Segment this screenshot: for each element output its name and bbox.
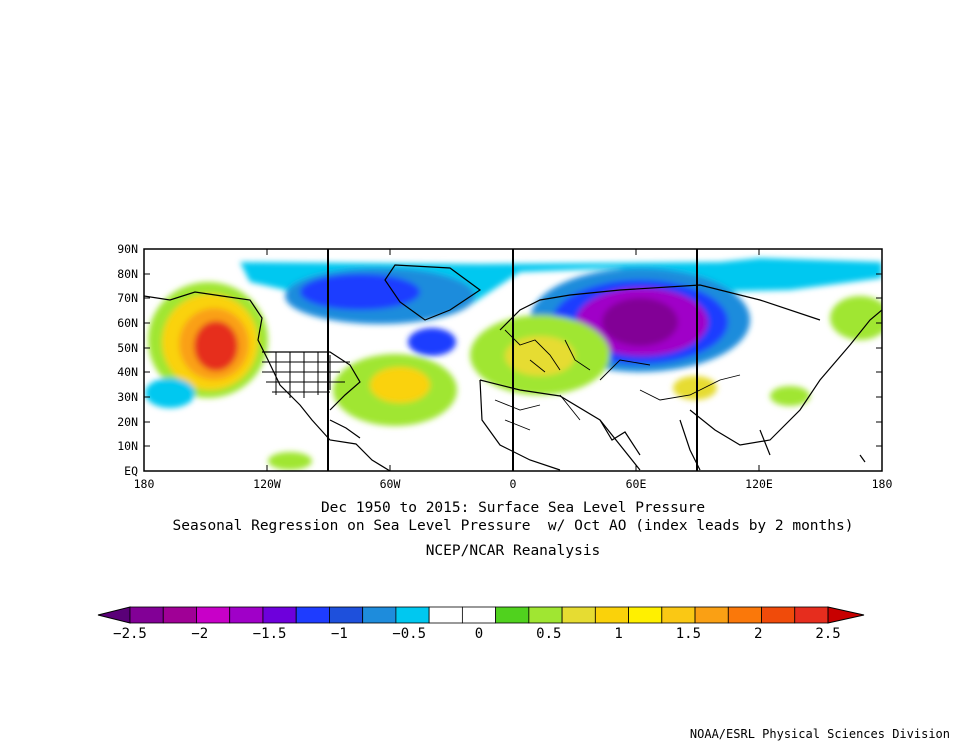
colorbar-swatch bbox=[561, 606, 596, 624]
colorbar-swatch bbox=[262, 606, 297, 624]
credit-text: NOAA/ESRL Physical Sciences Division bbox=[690, 727, 950, 741]
lon-label-0: 0 bbox=[510, 477, 517, 491]
country-boundaries bbox=[494, 329, 741, 431]
lon-label-60e: 60E bbox=[626, 477, 647, 491]
lat-label-30n: 30N bbox=[117, 390, 138, 404]
lat-label-60n: 60N bbox=[117, 316, 138, 330]
colorbar-swatch bbox=[129, 606, 164, 624]
colorbar-label: −1 bbox=[331, 626, 348, 642]
lon-label-180-right: 180 bbox=[872, 477, 893, 491]
pacific-high-core bbox=[194, 321, 238, 371]
title-line-2: Seasonal Regression on Sea Level Pressur… bbox=[173, 518, 854, 534]
colorbar-swatch bbox=[461, 606, 497, 624]
siberian-low-core bbox=[602, 298, 678, 346]
colorbar-swatch bbox=[495, 606, 530, 624]
colorbar-swatch bbox=[295, 606, 330, 624]
colorbar-swatch bbox=[761, 606, 796, 624]
colorbar-label: −2.5 bbox=[113, 626, 147, 642]
colorbar-swatch bbox=[727, 606, 762, 624]
colorbar-swatch bbox=[362, 606, 397, 624]
colorbar-label: −1.5 bbox=[253, 626, 287, 642]
colorbar-swatch bbox=[628, 606, 663, 624]
colorbar-swatch bbox=[229, 606, 264, 624]
anomaly-fields bbox=[144, 258, 882, 471]
colorbar-swatch bbox=[694, 606, 729, 624]
colorbar-swatch bbox=[594, 606, 629, 624]
colorbar-label: 0.5 bbox=[536, 626, 561, 642]
latitude-axis: 90N 80N 70N 60N 50N 40N 30N 20N 10N EQ bbox=[117, 242, 882, 478]
colorbar-swatch bbox=[162, 606, 197, 624]
europe-high-inner bbox=[505, 336, 575, 376]
colorbar-label: 0 bbox=[475, 626, 483, 642]
far-east-high-cell bbox=[830, 296, 882, 340]
atlantic-low bbox=[408, 328, 456, 356]
colorbar-swatch bbox=[428, 606, 463, 624]
colorbar-swatch bbox=[794, 606, 829, 624]
map-panel bbox=[143, 248, 883, 472]
lat-label-20n: 20N bbox=[117, 415, 138, 429]
colorbar-label: 2.5 bbox=[815, 626, 840, 642]
colorbar-swatch bbox=[661, 606, 696, 624]
atlantic-high-inner bbox=[370, 367, 430, 403]
lat-label-80n: 80N bbox=[117, 267, 138, 281]
tropical-high-cell bbox=[268, 452, 312, 470]
lat-label-eq: EQ bbox=[124, 464, 138, 478]
colorbar-swatch bbox=[528, 606, 563, 624]
title-line-3: NCEP/NCAR Reanalysis bbox=[426, 543, 601, 559]
pacific-low-cell bbox=[145, 378, 195, 408]
title-line-1: Dec 1950 to 2015: Surface Sea Level Pres… bbox=[321, 500, 705, 516]
lon-ticks bbox=[266, 249, 760, 471]
lat-ticks bbox=[144, 248, 882, 447]
lon-label-60w: 60W bbox=[380, 477, 401, 491]
asia-high-cell bbox=[673, 376, 717, 400]
colorbar-label: 1 bbox=[614, 626, 622, 642]
lon-label-120w: 120W bbox=[253, 477, 281, 491]
colorbar-swatch bbox=[196, 606, 231, 624]
lat-label-90n: 90N bbox=[117, 242, 138, 256]
lon-label-180-left: 180 bbox=[134, 477, 155, 491]
lat-label-40n: 40N bbox=[117, 365, 138, 379]
longitude-axis: 180 120W 60W 0 60E 120E 180 bbox=[134, 249, 893, 491]
colorbar-label: 1.5 bbox=[676, 626, 701, 642]
greenland-low-inner bbox=[300, 274, 420, 310]
colorbar-label: 2 bbox=[754, 626, 762, 642]
map-frame bbox=[143, 248, 883, 472]
colorbar-swatch bbox=[329, 606, 364, 624]
lon-label-120e: 120E bbox=[745, 477, 773, 491]
colorbar-label: −0.5 bbox=[392, 626, 426, 642]
colorbar-overflow-arrow bbox=[827, 606, 865, 624]
colorbar-underflow-arrow bbox=[97, 606, 131, 624]
colorbar-label: −2 bbox=[191, 626, 208, 642]
coastlines bbox=[144, 264, 882, 471]
lat-label-10n: 10N bbox=[117, 439, 138, 453]
lat-label-50n: 50N bbox=[117, 341, 138, 355]
colorbar: −2.5 −2 −1.5 −1 −0.5 0 0.5 1 1.5 2 2.5 bbox=[97, 606, 865, 642]
us-state-boundaries bbox=[262, 352, 350, 398]
east-pacific-high-cell bbox=[770, 386, 810, 406]
colorbar-swatch bbox=[395, 606, 430, 624]
lat-label-70n: 70N bbox=[117, 291, 138, 305]
